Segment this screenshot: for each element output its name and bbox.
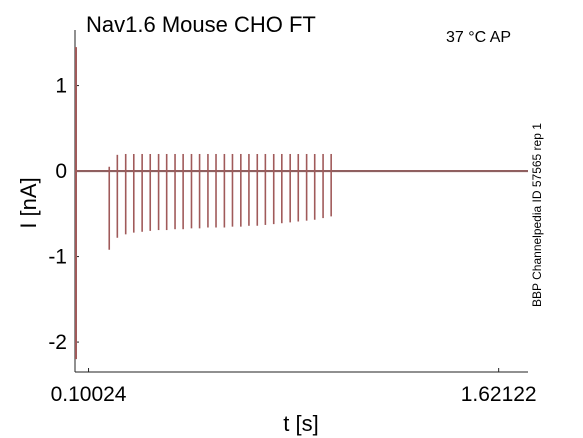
plot-area [75, 47, 528, 360]
chart-title: Nav1.6 Mouse CHO FT [86, 12, 316, 37]
x-axis-label: t [s] [283, 411, 318, 436]
y-tick-label: 1 [55, 75, 67, 98]
y-tick-label: -2 [48, 331, 67, 354]
side-label: BBP Channelpedia ID 57565 rep 1 [530, 123, 544, 307]
y-axis-label: I [nA] [16, 177, 41, 228]
y-tick-label: -1 [48, 246, 67, 269]
y-tick-label: 0 [55, 160, 67, 183]
x-tick-label: 0.10024 [51, 383, 127, 406]
x-tick-label: 1.62122 [461, 383, 537, 406]
condition-label: 37 °C AP [446, 29, 511, 46]
x-ticks: 0.10024 1.62122 [51, 368, 537, 406]
y-ticks: 1 0 -1 -2 [48, 75, 79, 354]
